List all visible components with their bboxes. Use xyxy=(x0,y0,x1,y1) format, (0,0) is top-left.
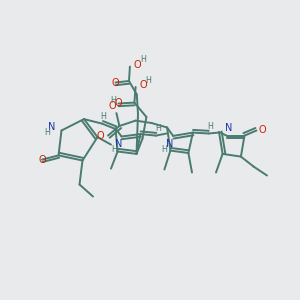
Text: H: H xyxy=(140,56,146,64)
Text: O: O xyxy=(112,77,119,88)
Text: O: O xyxy=(115,98,122,109)
Text: O: O xyxy=(134,60,141,70)
Text: H: H xyxy=(161,145,167,154)
Text: N: N xyxy=(48,122,55,132)
Text: H: H xyxy=(110,96,116,105)
Text: O: O xyxy=(139,80,147,91)
Text: H: H xyxy=(100,112,106,121)
Text: O: O xyxy=(38,154,46,165)
Text: H: H xyxy=(155,124,161,133)
Text: H: H xyxy=(44,128,50,137)
Text: N: N xyxy=(115,139,122,149)
Text: H: H xyxy=(146,76,152,85)
Text: O: O xyxy=(109,100,117,111)
Text: H: H xyxy=(207,122,213,131)
Text: H: H xyxy=(112,145,118,154)
Text: N: N xyxy=(166,139,173,149)
Text: O: O xyxy=(97,130,104,141)
Text: O: O xyxy=(259,124,266,135)
Text: N: N xyxy=(225,123,232,134)
